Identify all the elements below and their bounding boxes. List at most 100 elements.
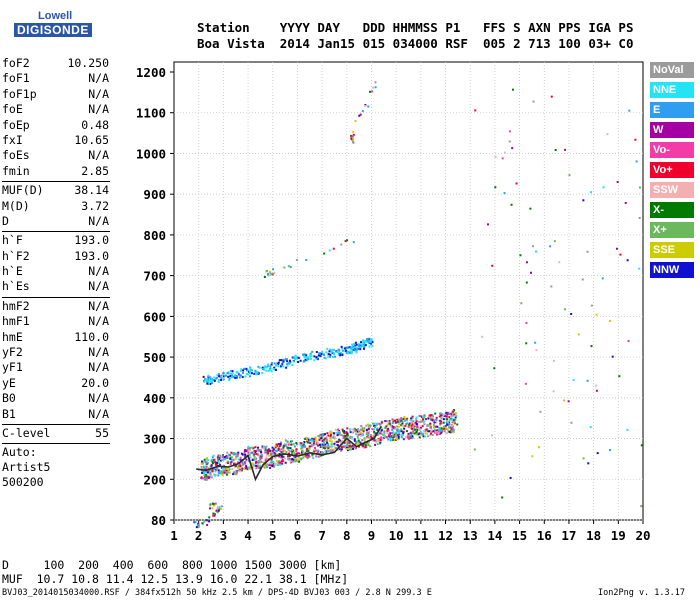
echo-point xyxy=(214,502,217,505)
echo-point xyxy=(330,431,333,434)
echo-point xyxy=(429,426,432,429)
noise-point xyxy=(493,367,496,370)
echo-point xyxy=(307,454,310,457)
echo-point xyxy=(328,445,331,448)
y-tick-label: 500 xyxy=(143,350,166,365)
echo-point xyxy=(245,373,248,376)
echo-point xyxy=(428,423,431,426)
echo-point xyxy=(269,272,272,275)
echo-point xyxy=(350,137,353,140)
echo-point xyxy=(248,456,251,459)
echo-point xyxy=(400,424,403,427)
echo-point xyxy=(418,436,421,439)
param-value: 38.14 xyxy=(74,183,109,198)
x-tick-label: 4 xyxy=(244,528,252,543)
param-value: N/A xyxy=(88,360,109,375)
echo-point xyxy=(315,442,318,445)
echo-point xyxy=(276,443,279,446)
noise-point xyxy=(509,476,512,479)
x-tick-label: 11 xyxy=(413,528,428,543)
echo-point xyxy=(409,435,412,438)
echo-point xyxy=(290,459,293,462)
echo-point xyxy=(284,439,287,442)
echo-point xyxy=(374,439,377,442)
echo-point xyxy=(278,460,281,463)
echo-point xyxy=(248,372,251,375)
echo-point xyxy=(445,427,448,430)
echo-point xyxy=(357,439,360,442)
echo-point xyxy=(324,447,327,450)
echo-point xyxy=(392,436,395,439)
echo-point xyxy=(337,432,340,435)
echo-point xyxy=(427,417,430,420)
echo-point xyxy=(294,456,297,459)
echo-point xyxy=(395,435,398,438)
echo-point xyxy=(330,448,333,451)
param-value: 110.0 xyxy=(74,329,109,344)
param-label: D xyxy=(2,213,9,228)
echo-point xyxy=(248,370,251,373)
param-label: foF2 xyxy=(2,56,30,70)
legend-item-nnw: NNW xyxy=(650,262,694,278)
echo-point xyxy=(424,428,427,431)
noise-point xyxy=(586,250,589,253)
echo-point xyxy=(374,424,377,427)
echo-point xyxy=(443,427,446,430)
param-row-yf2: yF2 N/A xyxy=(2,345,110,360)
echo-point xyxy=(453,413,456,416)
echo-point xyxy=(260,456,263,459)
echo-point xyxy=(454,412,457,415)
echo-point xyxy=(387,438,390,441)
echo-point xyxy=(318,443,321,446)
echo-point xyxy=(335,431,338,434)
echo-point xyxy=(428,414,431,417)
x-tick-label: 5 xyxy=(269,528,277,543)
echo-point xyxy=(203,471,206,474)
echo-point xyxy=(245,367,248,370)
echo-point xyxy=(227,455,230,458)
echo-point xyxy=(300,442,303,445)
echo-point xyxy=(205,473,208,476)
echo-point xyxy=(363,428,366,431)
echo-point xyxy=(278,449,281,452)
echo-point xyxy=(236,371,239,374)
echo-point xyxy=(400,419,403,422)
echo-point xyxy=(209,471,212,474)
echo-point xyxy=(445,431,448,434)
echo-point xyxy=(346,432,349,435)
echo-point xyxy=(402,432,405,435)
echo-point xyxy=(316,441,319,444)
noise-point xyxy=(586,379,589,382)
echo-point xyxy=(229,463,232,466)
echo-point xyxy=(363,427,366,430)
echo-point xyxy=(230,451,233,454)
echo-point xyxy=(282,443,285,446)
echo-point xyxy=(264,458,267,461)
echo-point xyxy=(357,433,360,436)
echo-point xyxy=(322,353,325,356)
echo-point xyxy=(339,433,342,436)
echo-point xyxy=(274,446,277,449)
echo-point xyxy=(318,352,321,355)
echo-point xyxy=(396,434,399,437)
echo-point xyxy=(295,450,298,453)
echo-point xyxy=(232,471,235,474)
echo-point xyxy=(444,424,447,427)
echo-point xyxy=(205,462,208,465)
echo-point xyxy=(289,440,292,443)
echo-point xyxy=(311,453,314,456)
echo-point xyxy=(208,516,211,519)
echo-point xyxy=(364,344,367,347)
echo-point xyxy=(213,503,216,506)
echo-point xyxy=(387,429,390,432)
echo-point xyxy=(272,268,275,271)
echo-point xyxy=(216,506,219,509)
echo-point xyxy=(400,428,403,431)
echo-point xyxy=(310,439,313,442)
param-label: yE xyxy=(2,375,16,390)
echo-point xyxy=(324,450,327,453)
echo-point xyxy=(281,455,284,458)
echo-point xyxy=(322,442,325,445)
echo-point xyxy=(308,445,311,448)
echo-point xyxy=(205,477,208,480)
